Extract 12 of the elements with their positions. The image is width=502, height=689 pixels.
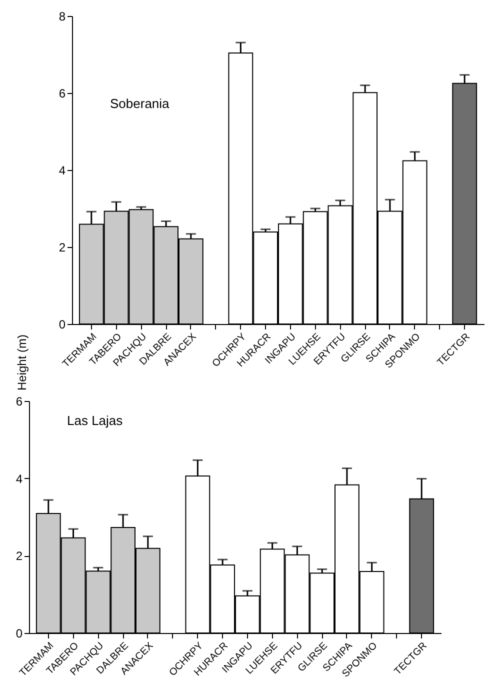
y-tick-label: 8: [58, 10, 66, 24]
annotation: Las Lajas: [67, 413, 124, 428]
y-tick-label: 2: [58, 240, 66, 254]
y-tick-label: 2: [16, 549, 23, 564]
y-tick-label: 4: [16, 472, 23, 486]
annotation: Soberania: [110, 96, 170, 111]
y-tick-label: 6: [16, 394, 23, 408]
y-tick-label: 4: [58, 164, 66, 178]
y-tick-label: 0: [16, 626, 23, 640]
y-tick-label: 0: [58, 318, 66, 332]
y-tick-label: 6: [58, 86, 66, 100]
y-axis-title: Height (m): [14, 334, 29, 391]
